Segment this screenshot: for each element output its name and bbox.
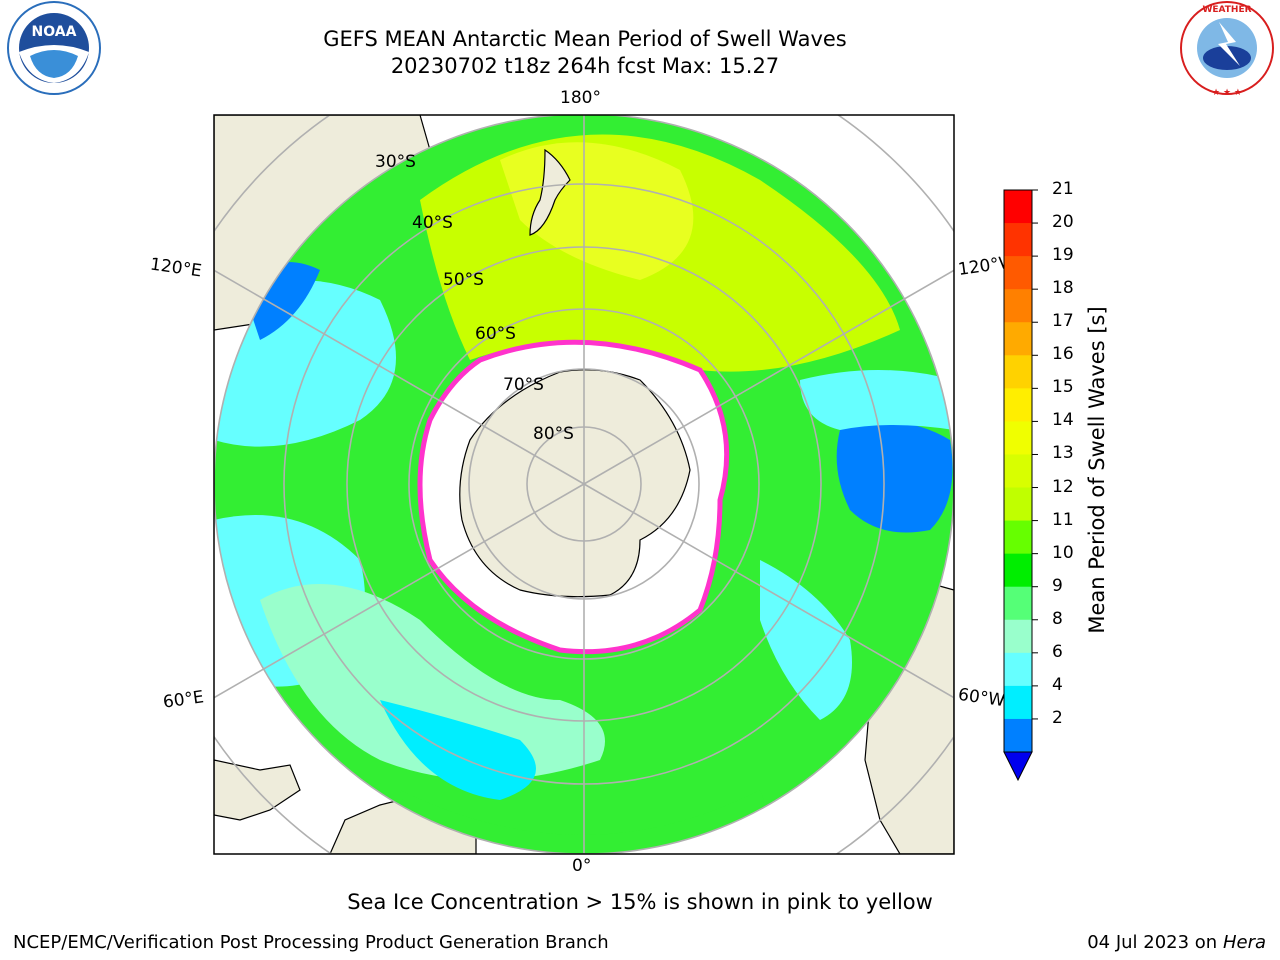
sea-ice-footnote: Sea Ice Concentration > 15% is shown in … <box>347 890 933 914</box>
lat-label-50s: 50°S <box>443 270 484 290</box>
colorbar-tick-label: 14 <box>1052 410 1074 431</box>
date-text: 04 Jul 2023 on <box>1087 932 1223 953</box>
new-zealand-landmass <box>529 148 571 236</box>
colorbar-swatch <box>1004 322 1032 356</box>
lon-label-180: 180° <box>560 88 601 108</box>
svg-text:NOAA: NOAA <box>32 24 77 40</box>
colorbar-swatch <box>1004 553 1032 588</box>
lat-label-40s: 40°S <box>412 213 453 233</box>
sea-ice-edge <box>417 339 730 655</box>
colorbar-swatch <box>1004 487 1032 522</box>
lon-label-0: 0° <box>572 856 592 876</box>
colorbar-tick-label: 2 <box>1052 707 1063 728</box>
colorbar-tick-label: 17 <box>1052 311 1074 332</box>
colorbar-swatch <box>1004 718 1032 753</box>
colorbar-swatch <box>1004 652 1032 687</box>
colorbar-swatch <box>1004 454 1032 489</box>
colorbar-swatch <box>1004 256 1032 290</box>
colorbar-extend-arrow <box>1003 751 1033 782</box>
colorbar-tick-label: 19 <box>1052 245 1074 266</box>
date-stamp: 04 Jul 2023 on Hera <box>1087 932 1266 953</box>
colorbar-swatch <box>1004 355 1032 389</box>
colorbar-tick-label: 13 <box>1052 443 1074 464</box>
colorbar-tick-label: 15 <box>1052 377 1074 398</box>
lat-label-70s: 70°S <box>503 375 544 395</box>
colorbar-tick-label: 21 <box>1052 179 1074 199</box>
lat-label-30s: 30°S <box>375 152 416 172</box>
colorbar-tick-label: 8 <box>1052 608 1063 629</box>
colorbar-tick-label: 6 <box>1052 641 1063 662</box>
colorbar-swatch <box>1004 223 1032 257</box>
date-host: Hera <box>1222 932 1266 953</box>
colorbar-frame <box>1003 189 1033 753</box>
noaa-logo: NOAA <box>7 1 101 95</box>
colorbar <box>1003 189 1038 782</box>
map-frame <box>213 114 955 855</box>
colorbar-swatch <box>1004 388 1032 422</box>
colorbar-swatch <box>1004 619 1032 654</box>
graticule <box>214 115 954 854</box>
colorbar-tick-label: 11 <box>1052 509 1074 530</box>
colorbar-title: Mean Period of Swell Waves [s] <box>1085 306 1109 634</box>
svg-text:WEATHER: WEATHER <box>1202 5 1251 15</box>
chart-title: GEFS MEAN Antarctic Mean Period of Swell… <box>323 27 847 51</box>
credit-line: NCEP/EMC/Verification Post Processing Pr… <box>13 932 609 953</box>
colorbar-tick-label: 18 <box>1052 278 1074 299</box>
colorbar-tick-label: 9 <box>1052 575 1063 596</box>
colorbar-tick-label: 16 <box>1052 344 1074 365</box>
lat-label-80s: 80°S <box>533 424 574 444</box>
colorbar-tick-label: 12 <box>1052 476 1074 497</box>
colorbar-tick-label: 10 <box>1052 542 1074 563</box>
colorbar-swatch <box>1004 289 1032 323</box>
colorbar-tick-label: 4 <box>1052 674 1063 695</box>
colorbar-swatch <box>1004 586 1032 621</box>
colorbar-swatch <box>1004 685 1032 720</box>
colorbar-swatch <box>1004 190 1032 224</box>
colorbar-swatch <box>1004 520 1032 555</box>
colorbar-swatch <box>1004 421 1032 455</box>
lat-label-60s: 60°S <box>475 324 516 344</box>
nws-logo: WEATHER ★ ★ ★ <box>1180 1 1274 98</box>
svg-text:★ ★ ★: ★ ★ ★ <box>1212 88 1242 98</box>
chart-subtitle: 20230702 t18z 264h fcst Max: 15.27 <box>390 54 780 78</box>
colorbar-tick-label: 20 <box>1052 212 1074 233</box>
